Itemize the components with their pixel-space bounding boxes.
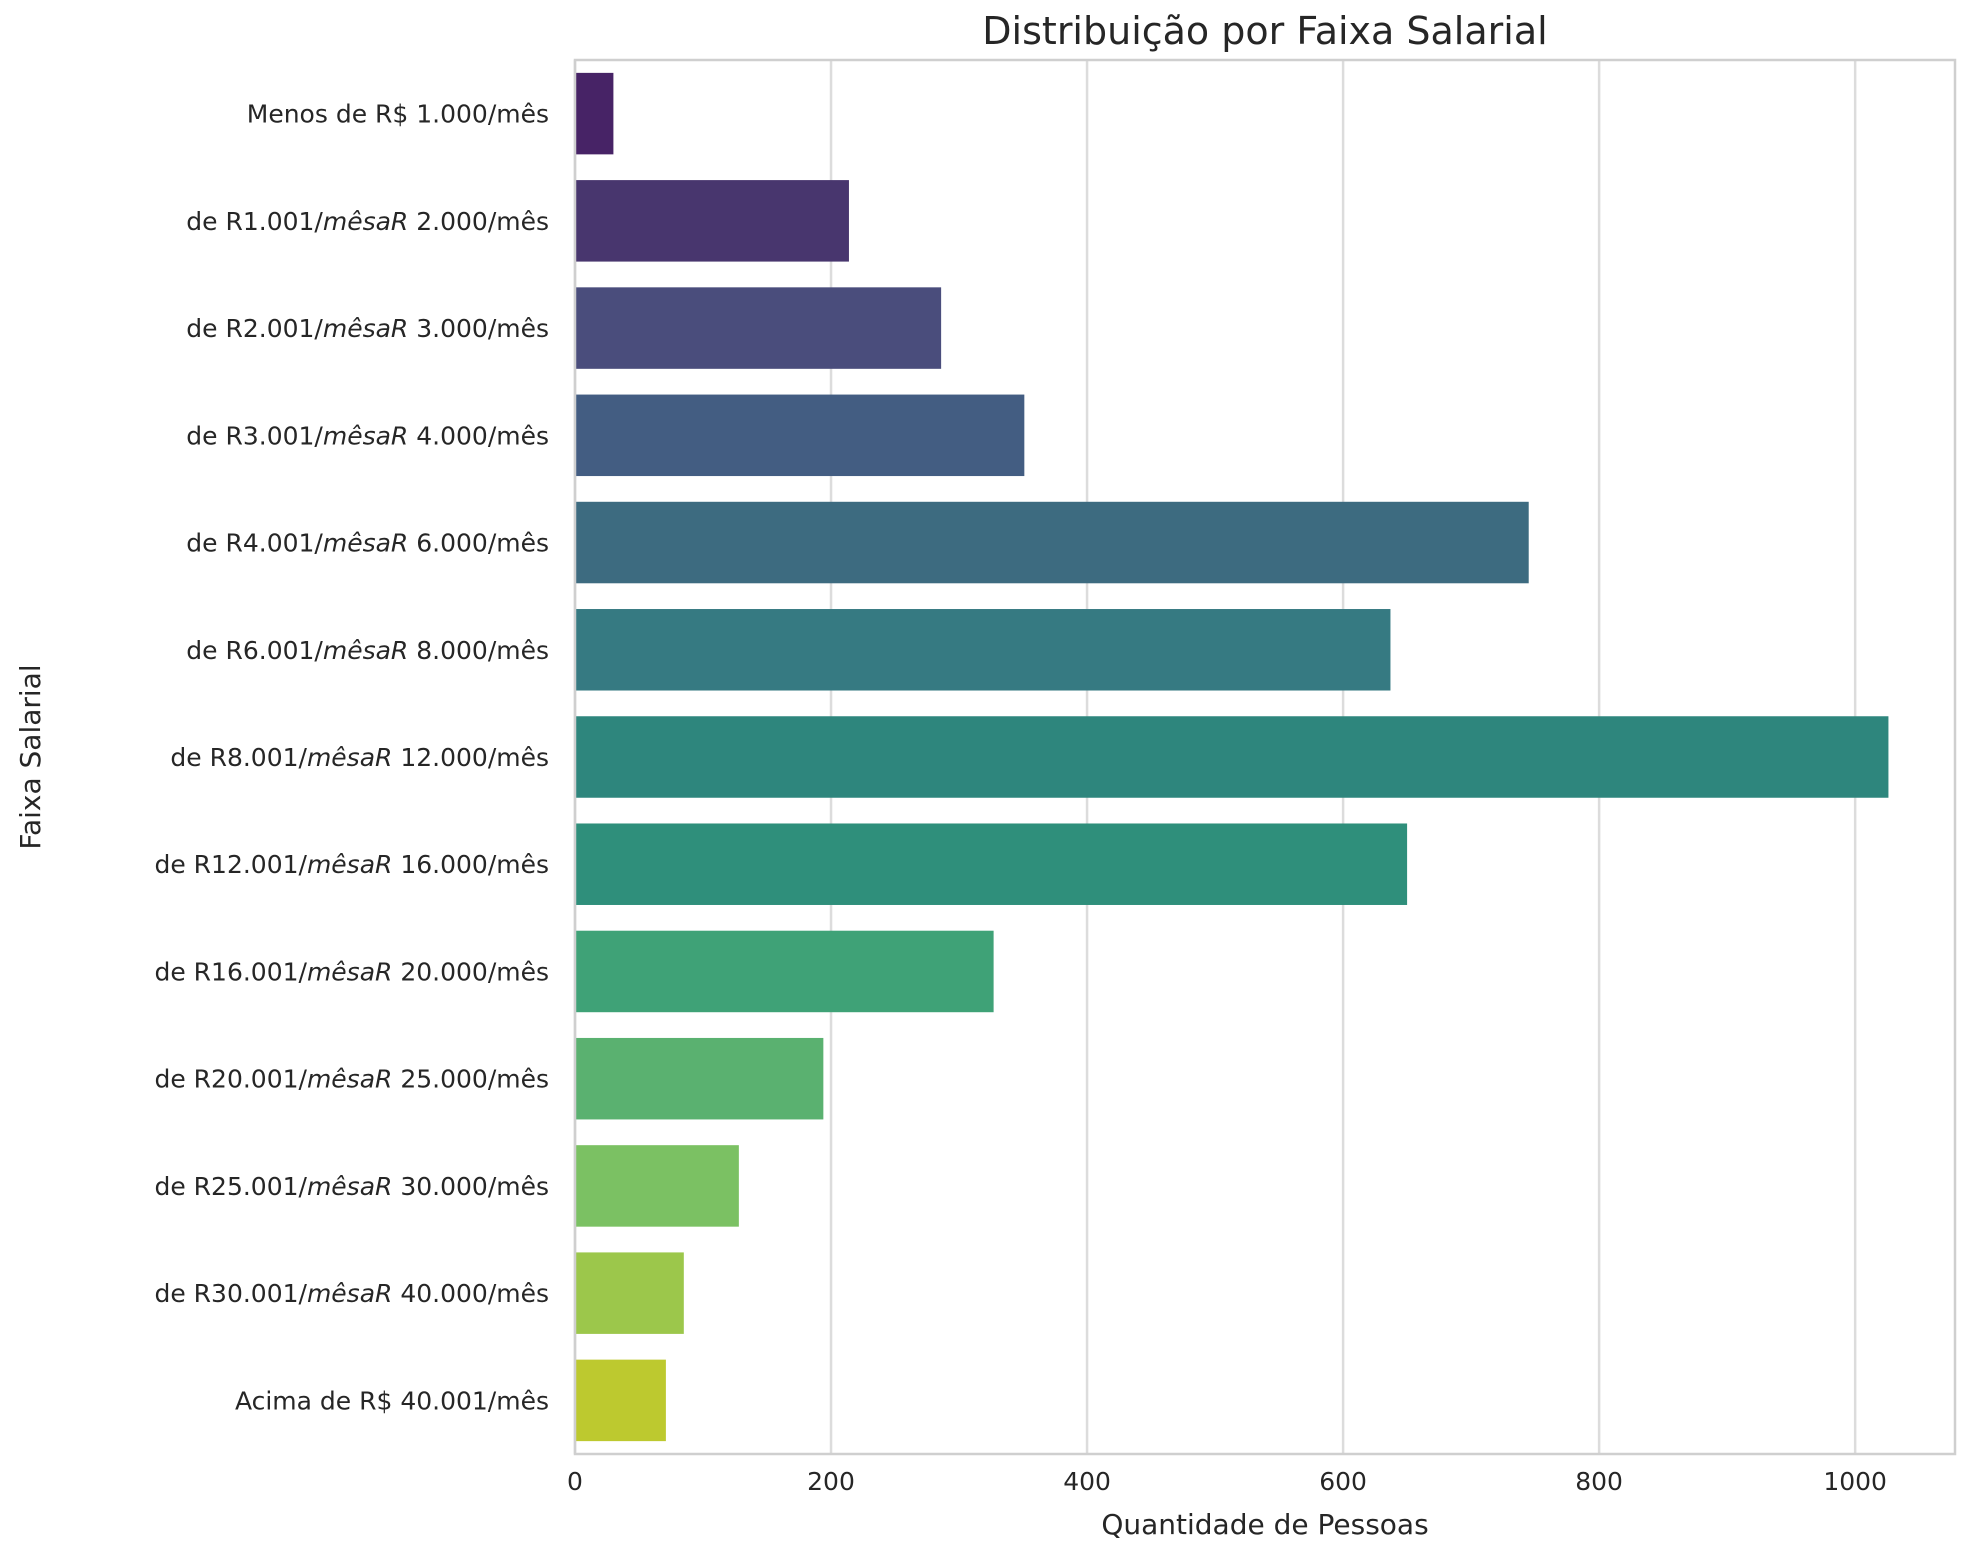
y-tick-label-part: mêsaR bbox=[307, 850, 392, 879]
y-tick-label-part: de R16.001/ bbox=[154, 957, 307, 986]
y-tick-label-part: 25.000/mês bbox=[392, 1065, 549, 1094]
y-tick-label: de R25.001/mêsaR 30.000/mês bbox=[154, 1172, 549, 1201]
bar bbox=[575, 1145, 739, 1227]
x-axis-ticks: 0 200 400 600 800 1000 bbox=[567, 1467, 1887, 1496]
bar bbox=[575, 501, 1529, 584]
y-tick-label-part: Menos de R$ 1.000/mês bbox=[247, 100, 549, 129]
y-tick-label-part: 30.000/mês bbox=[392, 1172, 549, 1201]
bar bbox=[575, 823, 1408, 905]
y-tick-label-part: mêsaR bbox=[307, 1279, 392, 1308]
y-tick-label: Acima de R$ 40.001/mês bbox=[235, 1386, 549, 1415]
y-tick-label-part: mêsaR bbox=[307, 743, 392, 772]
y-tick-label-part: mêsaR bbox=[323, 314, 408, 343]
y-tick-label: de R30.001/mêsaR 40.000/mês bbox=[154, 1279, 549, 1308]
x-tick-label: 400 bbox=[1063, 1467, 1111, 1496]
y-axis-label: Faixa Salarial bbox=[14, 664, 47, 849]
y-tick-label: de R1.001/mêsaR 2.000/mês bbox=[186, 207, 549, 236]
bar bbox=[575, 394, 1025, 477]
y-tick-label-part: 6.000/mês bbox=[408, 529, 549, 558]
bar bbox=[575, 930, 994, 1013]
y-tick-label-part: mêsaR bbox=[323, 207, 408, 236]
y-tick-label-part: de R4.001/ bbox=[186, 529, 323, 558]
y-tick-label-part: Acima de R$ 40.001/mês bbox=[235, 1386, 549, 1415]
y-tick-label-part: 4.000/mês bbox=[408, 421, 549, 450]
y-tick-label-part: 2.000/mês bbox=[408, 207, 549, 236]
bar bbox=[575, 716, 1889, 798]
y-tick-label: Menos de R$ 1.000/mês bbox=[247, 100, 549, 129]
y-tick-label: de R4.001/mêsaR 6.000/mês bbox=[186, 529, 549, 558]
y-tick-label-part: de R6.001/ bbox=[186, 636, 323, 665]
y-tick-label: de R2.001/mêsaR 3.000/mês bbox=[186, 314, 549, 343]
y-axis-category-labels: Menos de R$ 1.000/mês de R1.001/mêsaR 2.0… bbox=[154, 100, 549, 1416]
x-axis-label: Quantidade de Pessoas bbox=[1101, 1508, 1428, 1541]
y-tick-label-part: 12.000/mês bbox=[392, 743, 549, 772]
y-tick-label: de R12.001/mêsaR 16.000/mês bbox=[154, 850, 549, 879]
x-tick-label: 200 bbox=[807, 1467, 855, 1496]
y-tick-label: de R20.001/mêsaR 25.000/mês bbox=[154, 1065, 549, 1094]
bars bbox=[575, 72, 1889, 1442]
y-tick-label-part: de R20.001/ bbox=[154, 1065, 307, 1094]
bar bbox=[575, 287, 942, 369]
y-tick-label-part: mêsaR bbox=[323, 636, 408, 665]
y-tick-label-part: de R8.001/ bbox=[170, 743, 307, 772]
y-tick-label: de R8.001/mêsaR 12.000/mês bbox=[170, 743, 549, 772]
y-tick-label-part: 3.000/mês bbox=[408, 314, 549, 343]
y-tick-label-part: mêsaR bbox=[307, 1172, 392, 1201]
bar bbox=[575, 72, 614, 155]
bar bbox=[575, 1359, 666, 1442]
y-tick-label-part: de R25.001/ bbox=[154, 1172, 307, 1201]
x-tick-label: 1000 bbox=[1823, 1467, 1887, 1496]
x-tick-label: 0 bbox=[567, 1467, 583, 1496]
y-tick-label: de R16.001/mêsaR 20.000/mês bbox=[154, 957, 549, 986]
y-tick-label-part: de R1.001/ bbox=[186, 207, 323, 236]
bar bbox=[575, 609, 1391, 691]
bar bbox=[575, 1252, 684, 1334]
y-tick-label-part: mêsaR bbox=[323, 421, 408, 450]
bar bbox=[575, 180, 849, 262]
y-tick-label-part: mêsaR bbox=[307, 957, 392, 986]
chart-title: Distribuição por Faixa Salarial bbox=[982, 9, 1547, 53]
x-tick-label: 800 bbox=[1575, 1467, 1623, 1496]
y-tick-label-part: 16.000/mês bbox=[392, 850, 549, 879]
y-tick-label-part: de R30.001/ bbox=[154, 1279, 307, 1308]
y-tick-label-part: 20.000/mês bbox=[392, 957, 549, 986]
y-tick-label-part: mêsaR bbox=[307, 1065, 392, 1094]
x-tick-label: 600 bbox=[1319, 1467, 1367, 1496]
y-tick-label-part: mêsaR bbox=[323, 529, 408, 558]
plot-frame bbox=[573, 58, 1957, 1456]
bar bbox=[575, 1037, 824, 1120]
y-tick-label-part: de R3.001/ bbox=[186, 421, 323, 450]
y-tick-label-part: de R12.001/ bbox=[154, 850, 307, 879]
y-tick-label-part: 8.000/mês bbox=[408, 636, 549, 665]
y-tick-label-part: 40.000/mês bbox=[392, 1279, 549, 1308]
y-tick-label: de R3.001/mêsaR 4.000/mês bbox=[186, 421, 549, 450]
y-tick-label-part: de R2.001/ bbox=[186, 314, 323, 343]
y-tick-label: de R6.001/mêsaR 8.000/mês bbox=[186, 636, 549, 665]
